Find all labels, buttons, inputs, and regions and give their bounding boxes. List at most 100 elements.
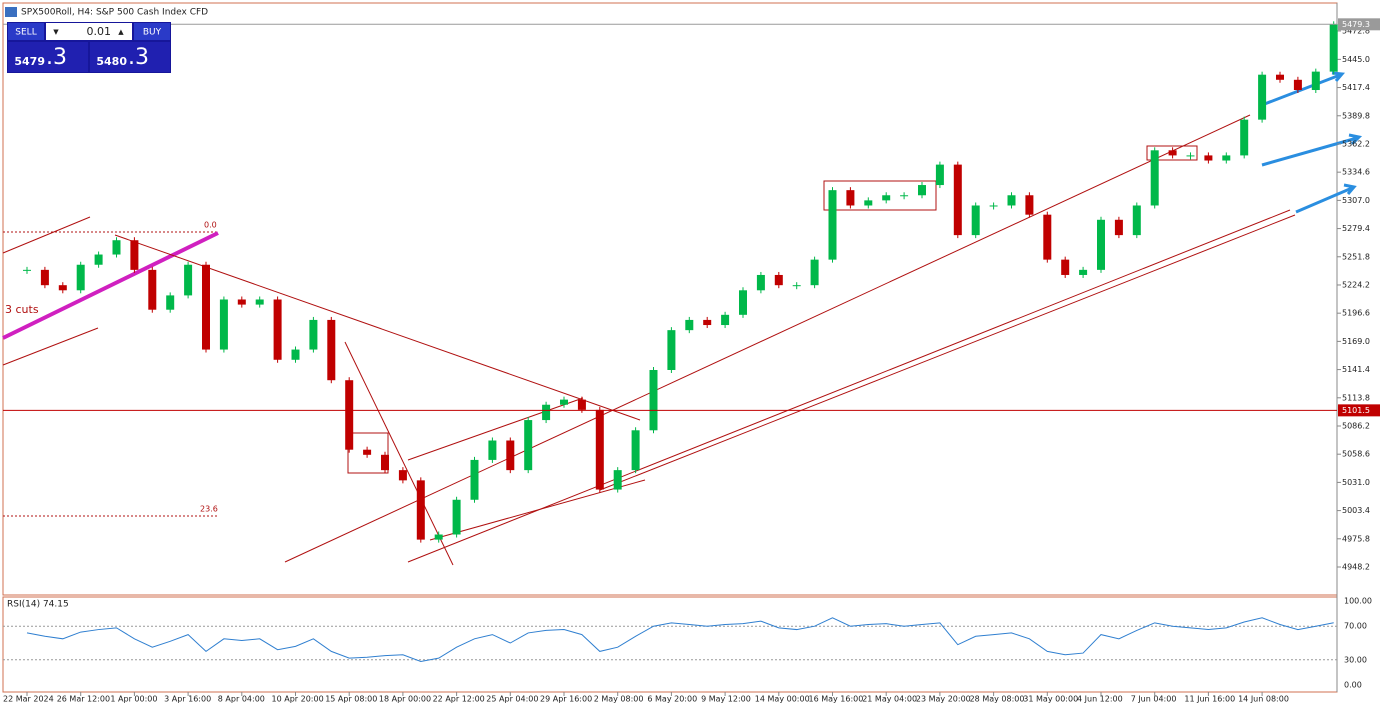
candle — [166, 295, 175, 310]
candle — [184, 264, 193, 296]
candle — [273, 299, 282, 360]
candle — [488, 440, 497, 460]
x-tick-label: 1 Apr 00:00 — [110, 695, 157, 704]
volume-field[interactable] — [46, 23, 132, 40]
x-tick-label: 25 Apr 04:00 — [486, 695, 538, 704]
candle — [667, 330, 676, 370]
candle — [255, 299, 264, 305]
symbol-icon — [5, 7, 17, 17]
price-tag — [1338, 404, 1380, 417]
channel-line — [284, 114, 1251, 563]
x-tick-label: 31 May 00:00 — [1023, 695, 1078, 704]
sell-button[interactable] — [8, 23, 44, 40]
bid-box[interactable] — [8, 42, 88, 72]
x-tick-label: 23 May 20:00 — [916, 695, 971, 704]
range-box — [347, 432, 389, 474]
candle — [1329, 24, 1338, 72]
y-tick-label: 0.00 — [1344, 681, 1362, 690]
ask-main: 5480 — [96, 55, 127, 68]
candle — [739, 290, 747, 315]
candle — [219, 299, 228, 350]
candle — [1222, 155, 1231, 161]
candle — [1061, 259, 1070, 275]
candle — [1186, 155, 1195, 157]
candle — [1097, 219, 1105, 270]
candle — [148, 269, 157, 310]
candle — [416, 480, 425, 540]
ask-frac: .3 — [128, 45, 149, 70]
y-tick-label: 70.00 — [1344, 622, 1367, 631]
channel-line — [2, 216, 91, 254]
y-tick-label: 5334.6 — [1342, 168, 1370, 177]
y-tick-label: 5003.4 — [1342, 506, 1370, 515]
annotations — [2, 71, 1363, 566]
trend-line — [344, 341, 454, 566]
candle — [524, 420, 533, 471]
x-tick-label: 18 Apr 00:00 — [379, 695, 431, 704]
candle — [23, 269, 31, 271]
candle — [864, 200, 873, 206]
candle — [631, 430, 640, 471]
price-tag-label: 5479.3 — [1342, 20, 1370, 29]
trend-line — [2, 231, 219, 340]
x-tick-label: 14 Jun 08:00 — [1238, 695, 1289, 704]
candle — [363, 449, 372, 455]
x-tick-label: 15 Apr 08:00 — [325, 695, 377, 704]
annotation-text: 3 cuts — [5, 303, 39, 316]
up-icon: ▲ — [118, 28, 124, 36]
y-tick-label: 4975.8 — [1342, 534, 1370, 543]
y-tick-label: 4948.2 — [1342, 563, 1370, 572]
y-tick-label: 5389.8 — [1342, 111, 1370, 120]
candle — [76, 264, 85, 291]
candle — [1311, 71, 1320, 91]
y-tick-label: 5445.0 — [1342, 55, 1370, 64]
candle — [1276, 74, 1284, 80]
buy-label: BUY — [143, 28, 162, 38]
plot: 5472.8 5445.0 5417.4 5389.8 5362.2 5334.6 5307… — [3, 18, 1380, 704]
x-tick-label: 4 Jun 12:00 — [1077, 695, 1123, 704]
candle — [774, 274, 783, 286]
candle — [327, 319, 336, 381]
rsi-title: RSI(14) 74.15 — [7, 600, 69, 610]
channel-line — [407, 209, 1291, 563]
ask-box[interactable] — [90, 42, 170, 72]
volume-value: 0.01 — [87, 25, 112, 38]
x-tick-label: 3 Apr 16:00 — [164, 695, 211, 704]
price-tag-label: 5101.5 — [1342, 406, 1370, 415]
y-tick-label: 100.00 — [1344, 597, 1372, 606]
candle — [1079, 269, 1088, 275]
channel-line — [407, 397, 584, 461]
rsi-line — [26, 617, 1334, 662]
y-tick-label: 5031.0 — [1342, 478, 1370, 487]
candle — [506, 440, 515, 471]
candle — [1114, 219, 1123, 236]
y-tick-label: 5472.8 — [1342, 26, 1370, 35]
candle — [1150, 150, 1159, 206]
x-tick-label: 22 Apr 12:00 — [433, 695, 485, 704]
x-tick-label: 26 Mar 12:00 — [57, 695, 110, 704]
candle — [542, 404, 551, 421]
y-tick-label: 5086.2 — [1342, 421, 1370, 430]
candle — [291, 349, 300, 360]
buy-button[interactable] — [134, 23, 170, 40]
candle — [703, 319, 712, 326]
channel-line — [2, 327, 99, 366]
candle — [58, 285, 67, 291]
candle — [1043, 214, 1052, 260]
candle — [237, 299, 246, 305]
candle — [935, 164, 944, 186]
channel-line — [429, 479, 646, 541]
candle — [613, 470, 622, 490]
x-tick-label: 7 Jun 04:00 — [1131, 695, 1177, 704]
candle — [381, 454, 389, 471]
candle — [882, 195, 891, 201]
candle — [1204, 155, 1213, 161]
x-tick-label: 10 Apr 20:00 — [272, 695, 324, 704]
bid-frac: .3 — [46, 45, 67, 70]
y-tick-label: 5058.6 — [1342, 450, 1370, 459]
range-box — [823, 180, 937, 211]
price-tag — [1338, 18, 1380, 31]
fib-label: 0.0 — [204, 221, 217, 230]
candle — [345, 380, 354, 450]
